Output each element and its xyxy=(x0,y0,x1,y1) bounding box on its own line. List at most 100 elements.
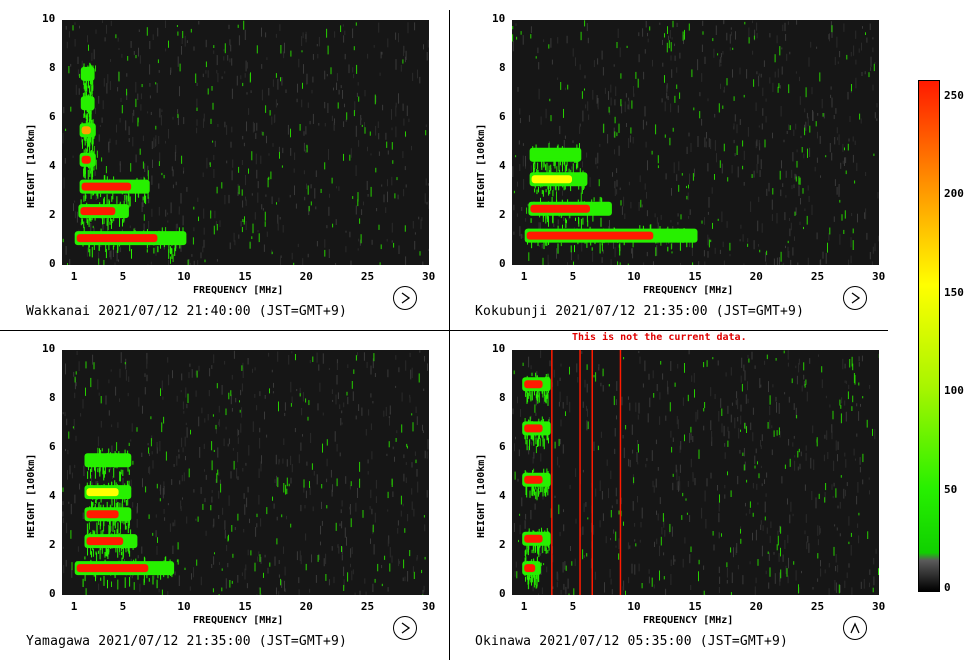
noise-mark xyxy=(331,546,333,551)
noise-mark xyxy=(256,122,258,131)
echo-speckle xyxy=(305,563,307,571)
echo-speckle xyxy=(239,400,240,403)
echo-speckle xyxy=(85,588,87,595)
echo-speckle xyxy=(563,108,564,118)
echo-haze xyxy=(538,392,540,403)
echo-haze xyxy=(127,519,129,524)
noise-mark xyxy=(412,72,414,81)
noise-mark xyxy=(828,563,830,568)
echo-speckle xyxy=(139,148,141,155)
echo-haze xyxy=(100,577,102,581)
noise-mark xyxy=(816,232,818,240)
noise-mark xyxy=(314,188,316,199)
noise-mark xyxy=(845,459,847,468)
noise-mark xyxy=(218,490,220,499)
echo-speckle xyxy=(514,471,516,480)
noise-mark xyxy=(631,563,633,574)
noise-mark xyxy=(214,210,216,219)
echo-speckle xyxy=(582,549,584,560)
noise-mark xyxy=(165,20,166,28)
noise-mark xyxy=(627,396,629,400)
echo-trace xyxy=(524,475,543,484)
noise-mark xyxy=(713,48,715,58)
echo-speckle xyxy=(839,199,841,203)
noise-mark xyxy=(426,52,428,61)
noise-mark xyxy=(790,501,792,512)
noise-mark xyxy=(593,60,595,68)
echo-haze xyxy=(128,520,130,529)
noise-mark xyxy=(838,134,840,146)
noise-mark xyxy=(152,159,153,168)
echo-speckle xyxy=(851,406,853,411)
echo-haze xyxy=(544,388,546,396)
noise-mark xyxy=(752,483,754,489)
noise-mark xyxy=(559,125,561,135)
echo-speckle xyxy=(386,141,388,148)
noise-mark xyxy=(405,56,406,63)
y-tick-label: 8 xyxy=(49,61,56,74)
noise-mark xyxy=(513,204,515,211)
echo-haze xyxy=(80,199,82,207)
noise-mark xyxy=(743,364,745,372)
noise-mark xyxy=(701,73,703,82)
noise-mark xyxy=(829,404,831,408)
noise-mark xyxy=(168,129,169,139)
noise-mark xyxy=(798,185,800,197)
noise-mark xyxy=(181,37,183,44)
noise-mark xyxy=(834,137,836,145)
noise-mark xyxy=(260,593,262,595)
noise-mark xyxy=(395,59,397,70)
echo-speckle xyxy=(595,372,597,382)
noise-mark xyxy=(263,244,265,252)
noise-mark xyxy=(654,213,656,218)
echo-speckle xyxy=(307,185,309,195)
echo-trace xyxy=(80,207,116,216)
echo-speckle xyxy=(676,84,678,89)
echo-speckle xyxy=(350,481,352,487)
echo-speckle xyxy=(872,428,873,436)
noise-mark xyxy=(805,452,807,461)
echo-haze xyxy=(545,395,547,404)
echo-haze xyxy=(174,243,176,251)
noise-mark xyxy=(156,442,158,449)
noise-mark xyxy=(586,405,587,411)
echo-speckle xyxy=(817,553,819,559)
noise-mark xyxy=(566,395,568,405)
noise-mark xyxy=(645,141,647,148)
echo-speckle xyxy=(216,224,218,231)
noise-mark xyxy=(275,99,277,108)
echo-haze xyxy=(129,550,131,557)
echo-speckle xyxy=(710,239,712,243)
noise-mark xyxy=(584,379,586,388)
noise-mark xyxy=(836,127,838,134)
noise-mark xyxy=(784,22,786,32)
noise-mark xyxy=(398,100,400,104)
echo-speckle xyxy=(824,497,826,503)
echo-trace xyxy=(81,126,91,135)
noise-mark xyxy=(391,555,393,563)
echo-speckle xyxy=(384,555,386,560)
noise-mark xyxy=(312,113,314,124)
noise-mark xyxy=(521,207,523,211)
x-tick-label: 15 xyxy=(238,600,252,613)
echo-speckle xyxy=(712,222,713,229)
noise-mark xyxy=(817,578,819,582)
echo-speckle xyxy=(565,565,567,571)
noise-mark xyxy=(212,524,214,528)
noise-mark xyxy=(562,190,563,196)
noise-mark xyxy=(195,390,197,397)
echo-speckle xyxy=(277,477,279,488)
echo-speckle xyxy=(701,220,703,224)
echo-speckle xyxy=(802,188,804,194)
echo-haze xyxy=(86,138,88,143)
noise-mark xyxy=(834,524,836,527)
echo-speckle xyxy=(136,427,138,432)
noise-mark xyxy=(637,461,639,465)
noise-mark xyxy=(102,20,103,23)
noise-mark xyxy=(133,109,135,116)
echo-haze xyxy=(542,437,544,447)
noise-mark xyxy=(522,155,524,167)
echo-speckle xyxy=(243,20,245,30)
noise-mark xyxy=(354,592,356,595)
echo-speckle xyxy=(769,567,771,577)
